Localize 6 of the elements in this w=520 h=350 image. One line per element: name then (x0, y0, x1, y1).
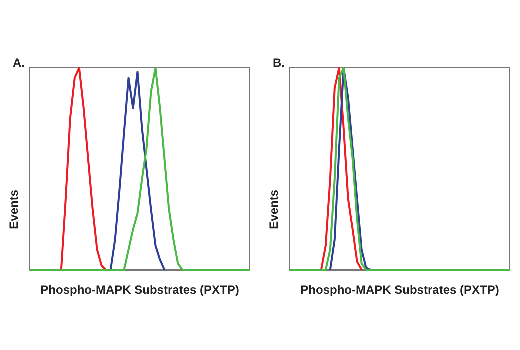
y-axis-title: Events (267, 190, 281, 230)
y-axis-title: Events (7, 190, 21, 230)
chart-title: A. (13, 56, 25, 70)
x-axis-title: Phospho-MAPK Substrates (PXTP) (40, 283, 240, 297)
chart-title: B. (273, 56, 285, 70)
x-axis-title: Phospho-MAPK Substrates (PXTP) (300, 283, 500, 297)
